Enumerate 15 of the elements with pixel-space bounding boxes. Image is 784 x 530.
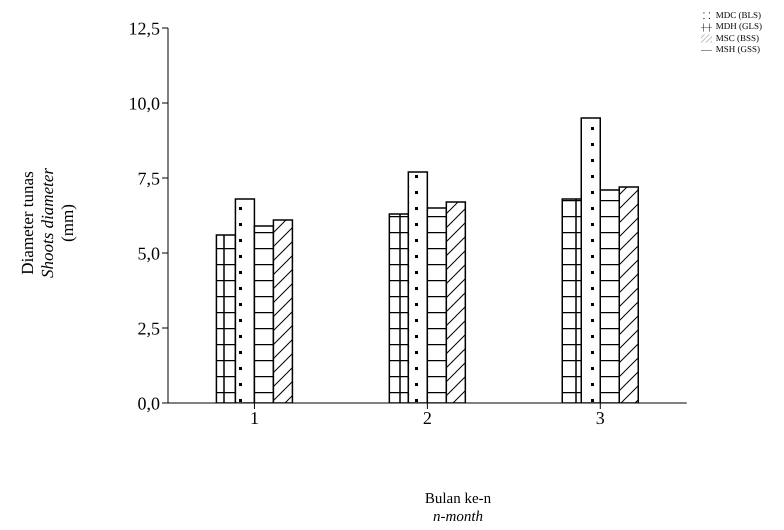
legend-label: MDC (BLS) [716,10,762,20]
y-tick-label: 2,5 [138,318,160,338]
x-tick-label: 2 [422,408,432,428]
x-tick-label: 1 [250,408,259,428]
y-axis-title: Diameter tunas Shoots diameter (mm) [18,168,77,278]
x-axis-title: Bulan ke-n n-month [424,491,492,525]
y-tick-label: 5,0 [138,243,160,264]
y-tick-label: 12,5 [128,18,160,38]
y-tick-label: 0,0 [138,393,160,414]
legend-label: MSC (BSS) [716,32,760,43]
legend-label: MDH (GLS) [716,21,762,32]
y-tick-label: 7,5 [138,168,160,188]
y-tick-label: 10,0 [128,93,160,114]
legend-label: MSH (GSS) [716,44,760,54]
x-tick-label: 3 [596,408,605,428]
